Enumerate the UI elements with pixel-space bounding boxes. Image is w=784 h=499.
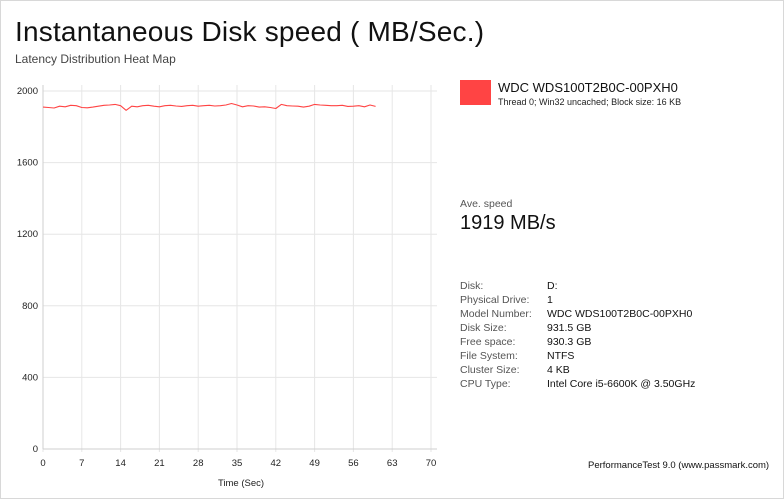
info-key: File System: xyxy=(460,350,518,362)
info-value: Intel Core i5-6600K @ 3.50GHz xyxy=(547,378,696,390)
average-speed-label: Ave. speed xyxy=(460,198,513,210)
y-tick-label: 1200 xyxy=(17,229,38,240)
footer-credit: PerformanceTest 9.0 (www.passmark.com) xyxy=(588,460,770,471)
info-key: Free space: xyxy=(460,336,516,348)
x-axis-ticks: 0 7 14 21 28 35 42 49 56 63 70 xyxy=(40,458,436,469)
info-value: NTFS xyxy=(547,350,575,362)
chart-grid xyxy=(42,85,437,452)
x-tick-label: 0 xyxy=(40,458,45,469)
x-tick-label: 70 xyxy=(426,458,437,469)
page-subtitle: Latency Distribution Heat Map xyxy=(15,52,176,66)
x-tick-label: 56 xyxy=(348,458,359,469)
info-key: Cluster Size: xyxy=(460,364,520,376)
y-tick-label: 400 xyxy=(22,372,38,383)
y-axis-ticks: 0 400 800 1200 1600 2000 xyxy=(17,86,38,455)
legend-swatch xyxy=(460,80,491,105)
x-tick-label: 21 xyxy=(154,458,165,469)
info-value: 931.5 GB xyxy=(547,322,592,334)
info-value: 4 KB xyxy=(547,364,570,376)
info-value: D: xyxy=(547,280,558,292)
y-tick-label: 2000 xyxy=(17,86,38,97)
average-speed-value: 1919 MB/s xyxy=(460,212,556,234)
x-tick-label: 63 xyxy=(387,458,398,469)
info-value: WDC WDS100T2B0C-00PXH0 xyxy=(547,308,693,320)
x-tick-label: 7 xyxy=(79,458,84,469)
y-tick-label: 800 xyxy=(22,301,38,312)
info-key: Model Number: xyxy=(460,308,532,320)
page-title: Instantaneous Disk speed ( MB/Sec.) xyxy=(15,16,485,47)
info-value: 930.3 GB xyxy=(547,336,592,348)
y-tick-label: 0 xyxy=(33,444,38,455)
x-tick-label: 49 xyxy=(309,458,320,469)
info-key: CPU Type: xyxy=(460,378,511,390)
y-tick-label: 1600 xyxy=(17,158,38,169)
legend-series-name: WDC WDS100T2B0C-00PXH0 xyxy=(498,80,678,95)
legend-series-detail: Thread 0; Win32 uncached; Block size: 16… xyxy=(498,97,682,107)
x-tick-label: 14 xyxy=(115,458,126,469)
series-line xyxy=(42,102,376,111)
info-key: Physical Drive: xyxy=(460,294,530,306)
info-value: 1 xyxy=(547,294,553,306)
info-key: Disk Size: xyxy=(460,322,507,334)
info-key: Disk: xyxy=(460,280,484,292)
x-tick-label: 35 xyxy=(232,458,243,469)
x-axis-label: Time (Sec) xyxy=(218,478,264,489)
x-tick-label: 28 xyxy=(193,458,204,469)
x-tick-label: 42 xyxy=(271,458,282,469)
chart-series xyxy=(42,102,376,111)
